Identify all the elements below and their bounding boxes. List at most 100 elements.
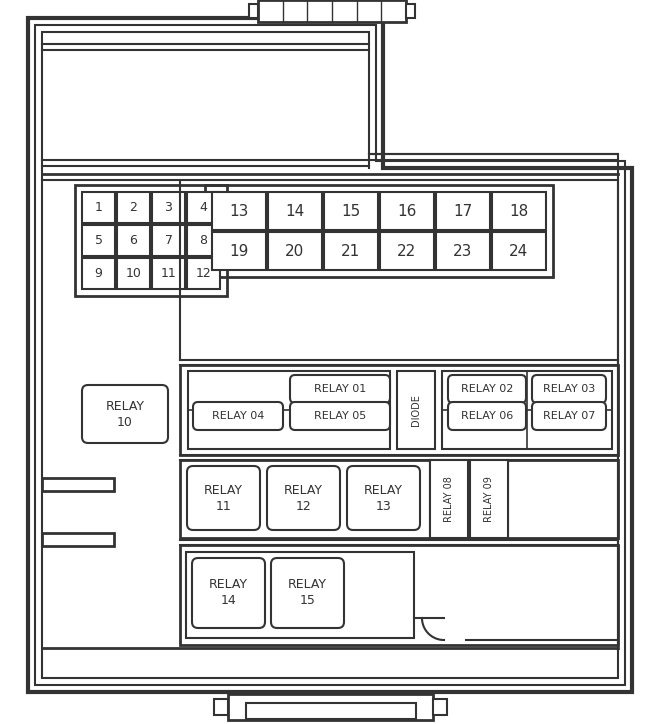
- Bar: [436, 192, 490, 230]
- FancyBboxPatch shape: [290, 375, 390, 403]
- Bar: [180, 460, 618, 538]
- FancyBboxPatch shape: [448, 375, 526, 403]
- Text: DIODE: DIODE: [411, 394, 421, 426]
- Bar: [75, 185, 227, 296]
- Bar: [205, 185, 553, 277]
- Bar: [430, 460, 468, 538]
- Text: 18: 18: [510, 203, 529, 219]
- Text: 14: 14: [220, 594, 236, 607]
- FancyBboxPatch shape: [271, 558, 344, 628]
- Bar: [152, 225, 185, 256]
- Text: 24: 24: [510, 243, 529, 258]
- Text: 12: 12: [195, 267, 211, 280]
- Text: RELAY 03: RELAY 03: [543, 384, 595, 394]
- FancyBboxPatch shape: [290, 402, 390, 430]
- Text: RELAY 06: RELAY 06: [461, 411, 513, 421]
- Text: 17: 17: [453, 203, 473, 219]
- Bar: [214, 699, 228, 715]
- Text: RELAY 05: RELAY 05: [314, 411, 366, 421]
- Bar: [82, 258, 115, 289]
- Text: RELAY 07: RELAY 07: [543, 411, 595, 421]
- Text: 21: 21: [341, 243, 360, 258]
- FancyBboxPatch shape: [532, 375, 606, 403]
- Bar: [406, 4, 415, 18]
- Text: RELAY: RELAY: [204, 484, 243, 497]
- FancyBboxPatch shape: [187, 466, 260, 530]
- Bar: [324, 192, 378, 230]
- Text: 16: 16: [397, 203, 416, 219]
- Text: 13: 13: [229, 203, 249, 219]
- FancyBboxPatch shape: [82, 385, 168, 443]
- Text: 6: 6: [129, 234, 137, 247]
- Bar: [117, 225, 150, 256]
- Bar: [246, 703, 416, 719]
- Bar: [180, 365, 618, 455]
- Bar: [42, 478, 114, 491]
- Bar: [212, 232, 266, 270]
- Text: 11: 11: [160, 267, 176, 280]
- Bar: [436, 232, 490, 270]
- FancyBboxPatch shape: [347, 466, 420, 530]
- Polygon shape: [28, 18, 632, 692]
- Text: RELAY: RELAY: [288, 578, 327, 592]
- Text: 5: 5: [94, 234, 102, 247]
- Text: 14: 14: [285, 203, 305, 219]
- Bar: [324, 232, 378, 270]
- Text: RELAY 02: RELAY 02: [461, 384, 513, 394]
- Text: 15: 15: [341, 203, 360, 219]
- Bar: [187, 192, 220, 223]
- FancyBboxPatch shape: [192, 558, 265, 628]
- Text: RELAY 01: RELAY 01: [314, 384, 366, 394]
- Text: 4: 4: [199, 201, 207, 214]
- Text: 9: 9: [94, 267, 102, 280]
- Text: RELAY 08: RELAY 08: [444, 476, 454, 522]
- Text: RELAY: RELAY: [284, 484, 323, 497]
- Text: 11: 11: [216, 500, 232, 513]
- Bar: [258, 0, 406, 22]
- Bar: [228, 694, 433, 720]
- Bar: [268, 192, 322, 230]
- Bar: [117, 192, 150, 223]
- Text: 1: 1: [94, 201, 102, 214]
- Bar: [188, 371, 390, 449]
- Bar: [82, 225, 115, 256]
- Text: RELAY 04: RELAY 04: [212, 411, 264, 421]
- Text: 2: 2: [129, 201, 137, 214]
- Bar: [82, 192, 115, 223]
- Bar: [492, 192, 546, 230]
- Bar: [187, 258, 220, 289]
- Text: 8: 8: [199, 234, 207, 247]
- Bar: [492, 232, 546, 270]
- Bar: [42, 533, 114, 546]
- Bar: [470, 460, 508, 538]
- Bar: [186, 552, 414, 638]
- Text: 23: 23: [453, 243, 473, 258]
- Text: 10: 10: [125, 267, 141, 280]
- Text: RELAY: RELAY: [209, 578, 248, 592]
- Bar: [187, 225, 220, 256]
- Text: 13: 13: [376, 500, 391, 513]
- Bar: [180, 545, 618, 645]
- Text: 22: 22: [397, 243, 416, 258]
- Text: 3: 3: [164, 201, 172, 214]
- Bar: [268, 232, 322, 270]
- Bar: [249, 4, 258, 18]
- Text: RELAY: RELAY: [364, 484, 403, 497]
- Text: 12: 12: [296, 500, 312, 513]
- FancyBboxPatch shape: [193, 402, 283, 430]
- Text: 20: 20: [285, 243, 305, 258]
- Bar: [380, 232, 434, 270]
- Bar: [397, 371, 435, 449]
- FancyBboxPatch shape: [448, 402, 526, 430]
- Bar: [380, 192, 434, 230]
- Text: RELAY 09: RELAY 09: [484, 476, 494, 522]
- Bar: [152, 258, 185, 289]
- Text: 15: 15: [300, 594, 315, 607]
- FancyBboxPatch shape: [267, 466, 340, 530]
- Bar: [212, 192, 266, 230]
- Text: RELAY: RELAY: [106, 400, 145, 413]
- Bar: [442, 371, 612, 449]
- Bar: [433, 699, 447, 715]
- FancyBboxPatch shape: [532, 402, 606, 430]
- Bar: [117, 258, 150, 289]
